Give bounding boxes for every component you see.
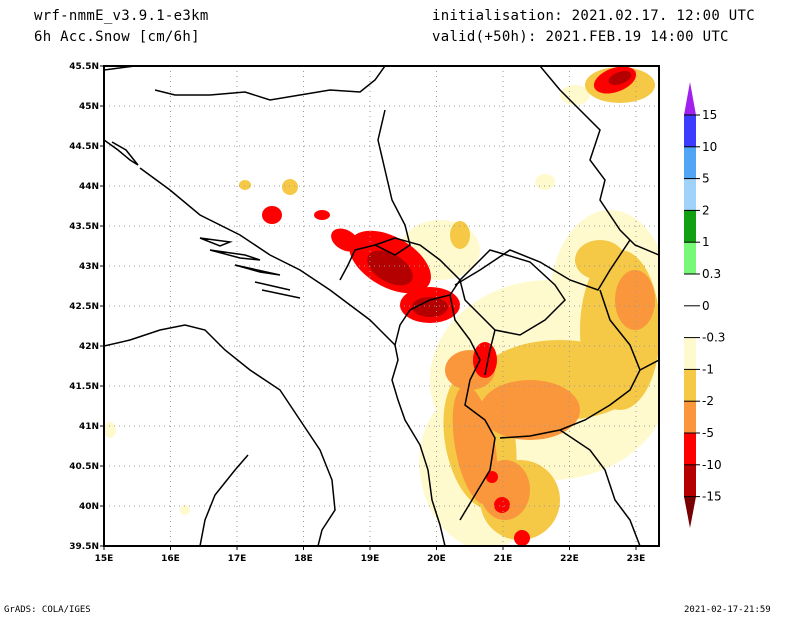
colorbar-label: 0.3 <box>702 267 721 281</box>
lon-label: 17E <box>228 554 247 564</box>
snow-contour <box>450 221 470 249</box>
lat-label: 44.5N <box>69 142 99 152</box>
islands <box>199 237 301 299</box>
colorbar-segment <box>684 242 696 275</box>
footer-credit: GrADS: COLA/IGES <box>4 605 91 615</box>
bosnia-border <box>154 66 411 281</box>
lon-label: 21E <box>494 554 513 564</box>
colorbar-label: 15 <box>702 108 717 122</box>
model-title: wrf-nmmE_v3.9.1-e3km <box>34 8 209 24</box>
colorbar-segment <box>684 305 696 339</box>
lat-label: 40N <box>79 502 99 512</box>
colorbar-label: -5 <box>702 426 714 440</box>
snow-contour <box>239 180 251 190</box>
lon-label: 19E <box>361 554 380 564</box>
snow-contour <box>412 297 448 317</box>
colorbar: 15 10 5 2 1 0.3 0 -0.3 -1 -2 -5 -10 -15 <box>684 82 725 528</box>
lon-label: 22E <box>560 554 579 564</box>
snow-contour <box>180 505 190 515</box>
colorbar-segment <box>684 369 696 402</box>
grid-lines <box>104 66 659 546</box>
snow-field <box>104 66 659 546</box>
colorbar-label: 10 <box>702 140 717 154</box>
snow-contour <box>262 206 282 224</box>
snow-contour <box>535 174 555 190</box>
lon-label: 23E <box>627 554 646 564</box>
lat-label: 40.5N <box>69 462 99 472</box>
field-title: 6h Acc.Snow [cm/6h] <box>34 29 200 45</box>
colorbar-bottom-arrow <box>684 496 696 528</box>
lat-label: 41N <box>79 422 99 432</box>
colorbar-top-arrow <box>684 82 696 115</box>
colorbar-label: -2 <box>702 394 714 408</box>
snow-contour <box>331 228 359 252</box>
borders-coastlines <box>104 66 659 546</box>
lat-label: 43.5N <box>69 222 99 232</box>
snow-contour <box>494 497 510 513</box>
lon-label: 15E <box>95 554 114 564</box>
colorbar-segment <box>684 210 696 243</box>
colorbar-segment <box>684 115 696 148</box>
snow-contour <box>367 250 413 286</box>
lat-label: 39.5N <box>69 542 99 552</box>
lat-label: 44N <box>79 182 99 192</box>
lat-label: 42.5N <box>69 302 99 312</box>
snow-contour <box>560 85 590 105</box>
colorbar-label: -1 <box>702 362 714 376</box>
colorbar-segment <box>684 433 696 466</box>
snow-contour <box>514 530 530 546</box>
snow-contour <box>473 342 497 378</box>
valid-time: valid(+50h): 2021.FEB.19 14:00 UTC <box>432 29 729 45</box>
colorbar-label: 0 <box>702 299 710 313</box>
colorbar-segment <box>684 274 696 307</box>
snow-contour <box>575 240 625 280</box>
lat-label: 43N <box>79 262 99 272</box>
snow-contour <box>314 210 330 220</box>
colorbar-label: -15 <box>702 490 722 504</box>
snow-contour <box>615 270 655 330</box>
lon-label: 16E <box>161 554 180 564</box>
montenegro-serbia-border <box>374 66 659 346</box>
lat-label: 41.5N <box>69 382 99 392</box>
snow-contour <box>486 471 498 483</box>
lat-label: 42N <box>79 342 99 352</box>
colorbar-label: 2 <box>702 203 710 217</box>
colorbar-segment <box>684 178 696 211</box>
footer-timestamp: 2021-02-17-21:59 <box>684 605 771 615</box>
snow-contour <box>104 422 116 438</box>
colorbar-segment <box>684 146 696 180</box>
colorbar-segment <box>684 464 696 498</box>
colorbar-segment <box>684 401 696 434</box>
axis-ticks: 15E 16E 17E 18E 19E 20E 21E 22E 23E 45.5N 45N 44.5N… <box>69 62 645 564</box>
init-time: initialisation: 2021.02.17. 12:00 UTC <box>432 8 755 24</box>
snow-contour <box>480 380 580 440</box>
lat-label: 45N <box>79 102 99 112</box>
lat-label: 45.5N <box>69 62 99 72</box>
snow-contour <box>282 179 298 195</box>
albania-macedonia-border <box>449 289 659 546</box>
colorbar-label: 5 <box>702 172 710 186</box>
colorbar-label: -0.3 <box>702 331 725 345</box>
lon-label: 20E <box>427 554 446 564</box>
kosovo-border <box>459 249 566 336</box>
lon-label: 18E <box>294 554 313 564</box>
colorbar-label: 1 <box>702 235 710 249</box>
colorbar-segment <box>684 337 696 370</box>
italy-coast <box>104 324 336 546</box>
colorbar-label: -10 <box>702 458 722 472</box>
snow-contour <box>608 71 632 85</box>
